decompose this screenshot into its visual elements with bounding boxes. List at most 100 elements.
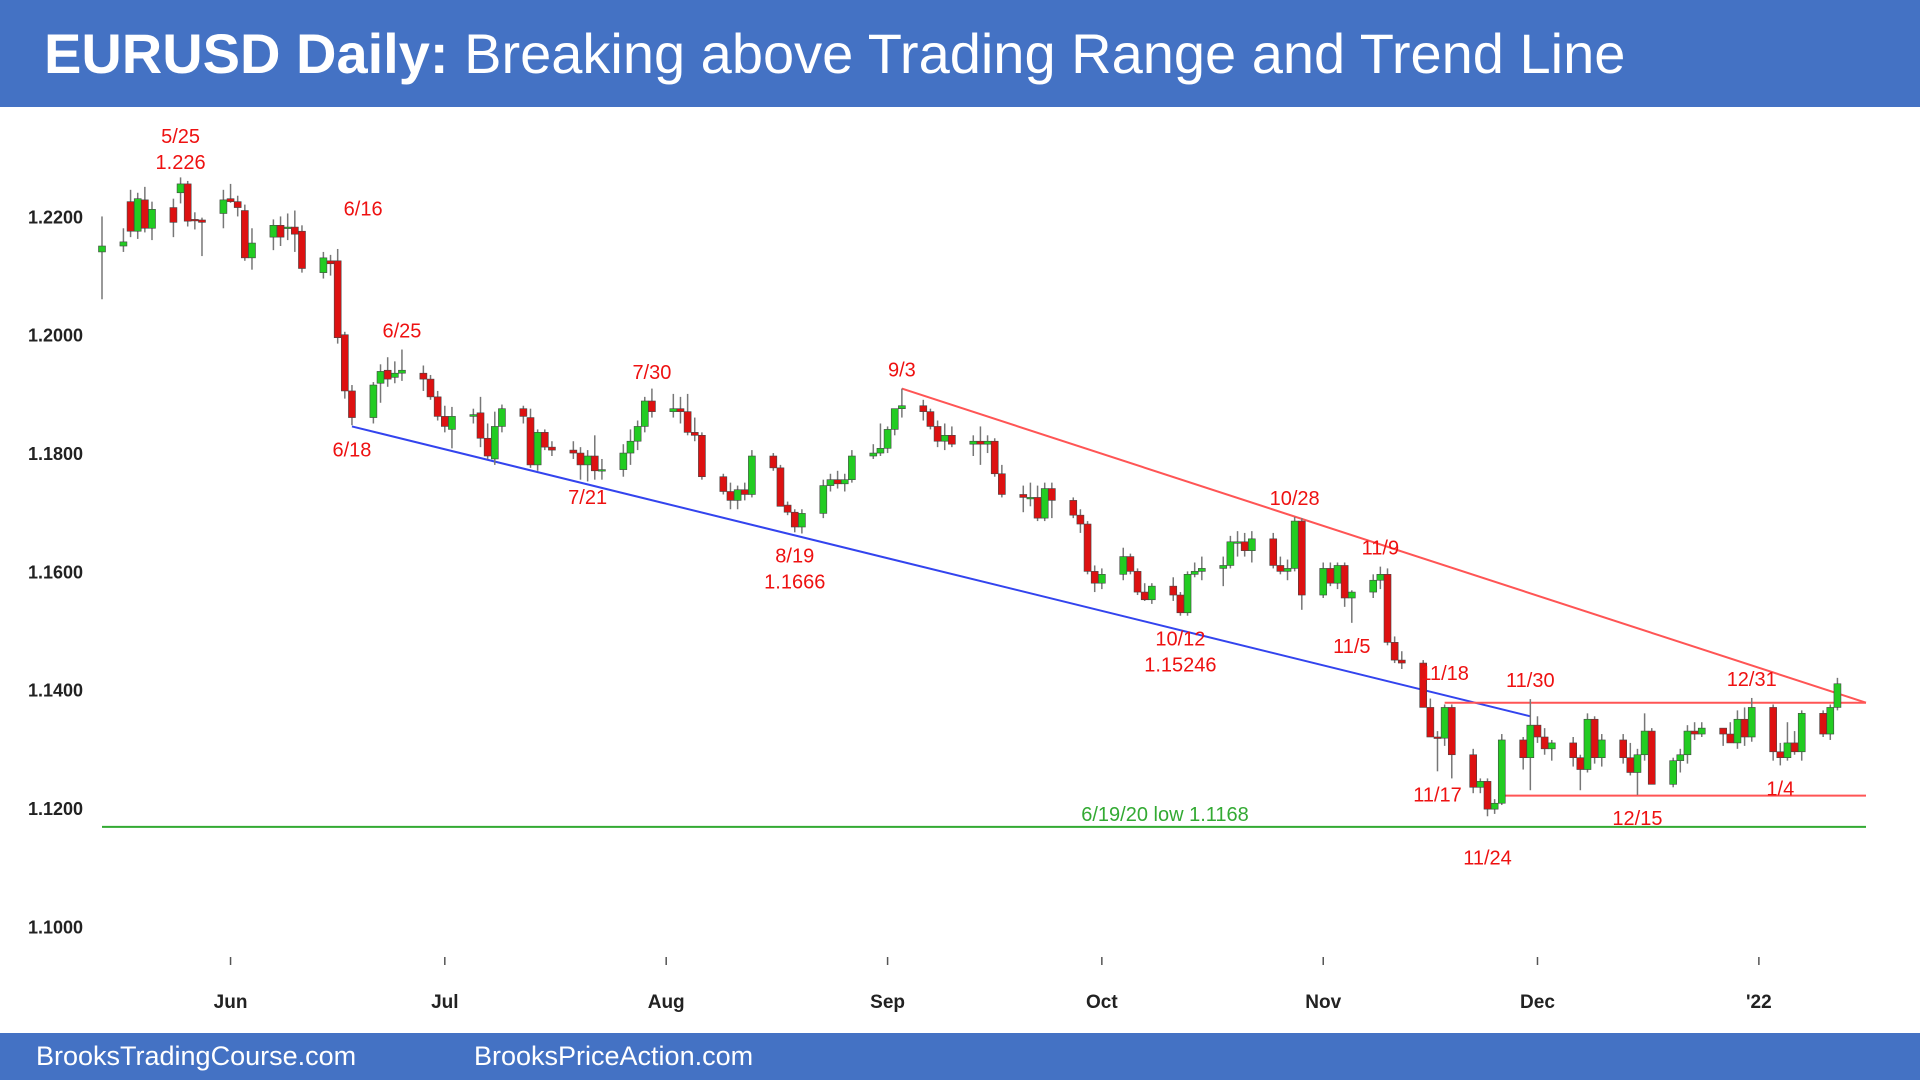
x-tick-label: '22	[1746, 992, 1772, 1013]
bear-candle	[1298, 520, 1306, 596]
bull-candle	[898, 405, 906, 409]
bull-candle	[369, 384, 378, 418]
bear-candle	[1647, 730, 1656, 785]
bear-candle	[298, 230, 306, 269]
title-banner: EURUSD Daily: Breaking above Trading Ran…	[0, 0, 1920, 107]
bear-candle	[1140, 591, 1149, 601]
bull-candle	[1190, 571, 1199, 575]
bear-candle	[419, 372, 428, 380]
annotation-label: 11/30	[1506, 670, 1555, 692]
bear-candle	[1576, 757, 1585, 770]
bull-candle	[1547, 742, 1556, 750]
bear-candle	[1048, 488, 1056, 501]
bull-candle	[269, 225, 278, 238]
candles	[98, 177, 1842, 817]
bear-candle	[1740, 718, 1749, 738]
bull-candle	[219, 199, 228, 214]
annotation-label: 1.15246	[1144, 655, 1216, 677]
bull-candle	[1526, 724, 1535, 759]
bull-candle	[1026, 497, 1035, 500]
bear-candle	[1469, 754, 1478, 788]
bull-candle	[598, 469, 606, 472]
bull-candle	[1376, 574, 1385, 581]
x-tick-label: Jun	[214, 992, 248, 1013]
bull-candle	[398, 369, 406, 374]
y-tick-label: 1.1800	[28, 444, 83, 464]
bear-candle	[1383, 574, 1392, 643]
bear-candle	[1719, 727, 1727, 735]
bear-candle	[1569, 742, 1577, 759]
bull-candle	[983, 440, 992, 445]
bear-candle	[1447, 707, 1456, 756]
chart-title: EURUSD Daily: Breaking above Trading Ran…	[44, 0, 1625, 107]
bull-candle	[1148, 585, 1156, 601]
annotation-label: 9/3	[888, 360, 916, 382]
bull-candle	[391, 372, 399, 378]
bear-candle	[226, 198, 235, 202]
bull-candle	[1797, 713, 1806, 753]
bear-candle	[990, 440, 999, 475]
bull-candle	[1597, 739, 1606, 759]
annotation-label: 6/18	[332, 439, 371, 461]
bear-candle	[933, 426, 942, 442]
x-axis: Jun Jul Aug Sep Oct Nov Dec '22	[214, 957, 1772, 1013]
bear-candle	[1069, 500, 1078, 516]
footer-link-price-action[interactable]: BrooksPriceAction.com	[474, 1041, 754, 1071]
bull-candle	[1290, 520, 1299, 569]
bear-candle	[426, 378, 435, 398]
annotation-label: 7/30	[632, 362, 671, 384]
annotation-label: 11/17	[1413, 784, 1462, 806]
bear-candle	[326, 260, 335, 265]
bear-candle	[919, 405, 928, 412]
x-tick-label: Oct	[1086, 992, 1118, 1013]
bull-candle	[448, 416, 456, 430]
bear-candle	[1483, 781, 1492, 810]
bear-candle	[333, 260, 342, 339]
x-tick-label: Aug	[648, 992, 685, 1013]
bull-candle	[1833, 683, 1842, 708]
bull-candle	[1633, 754, 1642, 773]
annotation-label: 5/25	[161, 126, 200, 148]
annotation-label: 6/25	[382, 321, 421, 343]
bull-candle	[1640, 730, 1649, 756]
bear-candle	[683, 411, 692, 433]
bear-candle	[526, 417, 535, 466]
bear-candle	[1776, 751, 1785, 759]
y-tick-label: 1.1000	[28, 917, 83, 937]
annotation-label: 12/31	[1727, 669, 1777, 691]
bear-candle	[233, 201, 242, 208]
bear-candle	[1519, 739, 1527, 759]
bull-candle	[1683, 730, 1692, 756]
bear-candle	[719, 476, 728, 492]
y-tick-label: 1.2000	[28, 326, 83, 346]
bear-candle	[790, 511, 799, 528]
bull-candle	[890, 408, 899, 430]
annotation-label: 11/5	[1333, 636, 1370, 658]
bull-candle	[1283, 568, 1292, 572]
bear-candle	[1133, 571, 1142, 593]
bear-candle	[1083, 523, 1092, 572]
bear-candle	[783, 504, 792, 513]
footer-link-trading-course[interactable]: BrooksTradingCourse.com	[36, 1041, 357, 1071]
bull-candle	[119, 241, 128, 247]
bear-candle	[698, 435, 706, 478]
x-tick-label: Sep	[870, 992, 905, 1013]
bear-candle	[1619, 739, 1627, 759]
bull-candle	[283, 226, 292, 229]
bear-candle	[1033, 497, 1042, 519]
bull-candle	[798, 513, 806, 528]
bull-candle	[848, 455, 856, 480]
bull-candle	[1440, 707, 1449, 739]
bull-candle	[669, 408, 678, 412]
annotations: 5/25 1.226 6/16 6/25 6/18 7/30 7/21 8/19 1.1666 9…	[156, 126, 1795, 869]
bear-candle	[976, 440, 985, 445]
annotation-label: 8/19	[775, 545, 814, 567]
bull-candle	[1319, 568, 1328, 596]
bear-candle	[926, 411, 935, 427]
bull-candle	[1490, 802, 1499, 810]
bull-candle	[1040, 488, 1049, 519]
annotation-label: 1.226	[156, 152, 206, 174]
bull-candle	[840, 479, 849, 485]
bull-candle	[1583, 718, 1592, 770]
support-label: 6/19/20 low 1.1168	[1081, 804, 1249, 826]
